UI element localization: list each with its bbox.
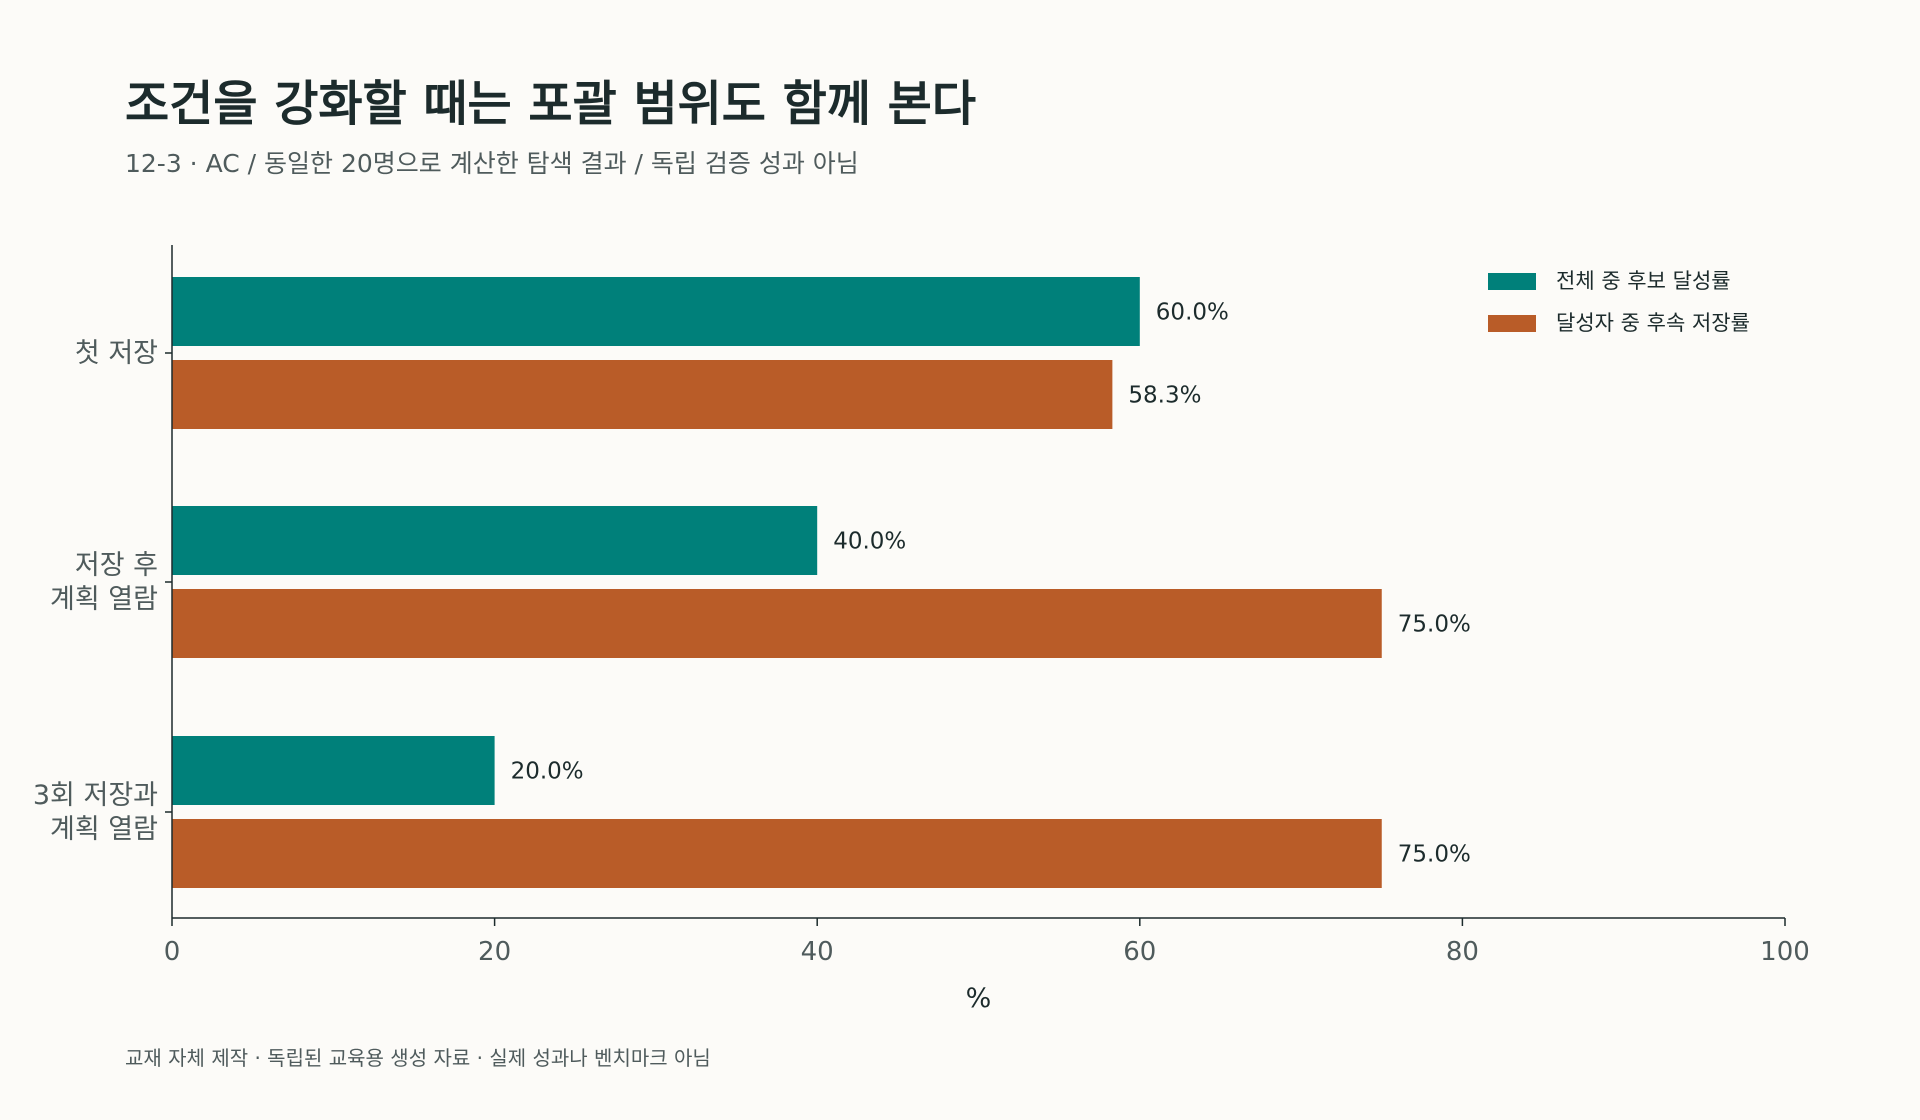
legend-label-1: 전체 중 후보 달성률 bbox=[1556, 269, 1731, 293]
bar-s2-c2 bbox=[172, 589, 1382, 658]
data-label-s1-c3: 20.0% bbox=[511, 759, 584, 785]
x-tick-label-5: 80 bbox=[1446, 937, 1479, 967]
footer-note: 교재 자체 제작 · 독립된 교육용 생성 자료 · 실제 성과나 벤치마크 아… bbox=[125, 1046, 711, 1070]
x-tick-label-6: 100 bbox=[1760, 937, 1810, 967]
x-tick-label-1: 0 bbox=[164, 937, 181, 967]
category-label-3-line-1: 3회 저장과 bbox=[33, 780, 158, 811]
bar-s1-c3 bbox=[172, 736, 495, 805]
bar-s2-c1 bbox=[172, 360, 1113, 429]
x-tick-label-2: 20 bbox=[478, 937, 511, 967]
x-axis-label: % bbox=[966, 983, 992, 1014]
data-label-s2-c1: 58.3% bbox=[1128, 383, 1201, 409]
category-label-1-line-1: 첫 저장 bbox=[75, 338, 158, 369]
chart-title: 조건을 강화할 때는 포괄 범위도 함께 본다 bbox=[125, 76, 976, 132]
x-tick-label-3: 40 bbox=[801, 937, 834, 967]
data-label-s1-c2: 40.0% bbox=[833, 529, 906, 555]
chart-subtitle: 12-3 · AC / 동일한 20명으로 계산한 탐색 결과 / 독립 검증 … bbox=[125, 149, 859, 178]
data-label-s1-c1: 60.0% bbox=[1156, 300, 1229, 326]
bar-s1-c1 bbox=[172, 277, 1140, 346]
bar-s1-c2 bbox=[172, 506, 818, 575]
legend-swatch-1 bbox=[1488, 273, 1536, 290]
legend-swatch-2 bbox=[1488, 315, 1536, 332]
legend-label-2: 달성자 중 후속 저장률 bbox=[1556, 311, 1750, 335]
x-tick-label-4: 60 bbox=[1123, 937, 1156, 967]
data-label-s2-c2: 75.0% bbox=[1398, 612, 1471, 638]
bar-s2-c3 bbox=[172, 819, 1382, 888]
category-label-2-line-1: 저장 후 bbox=[75, 550, 158, 581]
data-label-s2-c3: 75.0% bbox=[1398, 842, 1471, 868]
category-label-2-line-2: 계획 열람 bbox=[50, 584, 158, 615]
category-label-3-line-2: 계획 열람 bbox=[50, 814, 158, 845]
